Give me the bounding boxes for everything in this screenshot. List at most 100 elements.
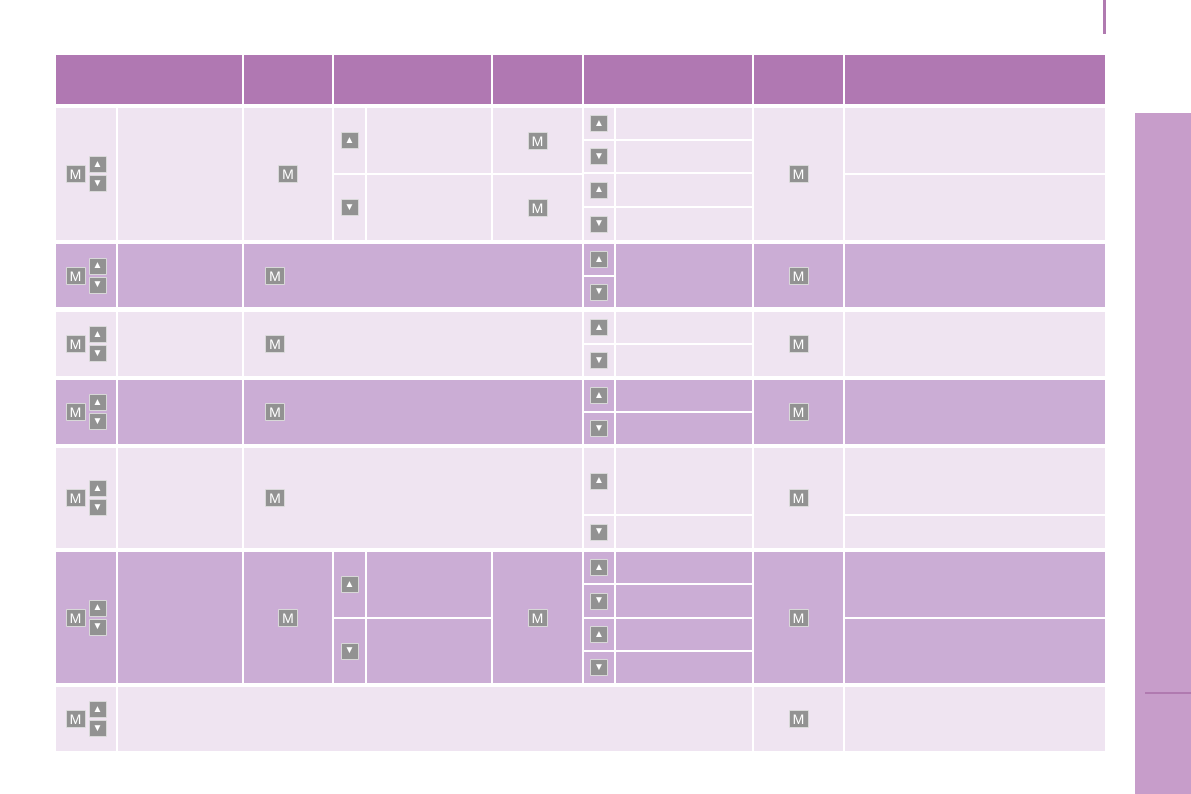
up-arrow-key-icon[interactable]: ▲ [590,472,608,490]
down-arrow-key-icon[interactable]: ▼ [340,199,359,216]
down-arrow-key-icon[interactable]: ▼ [590,659,608,676]
down-arrow-key-icon[interactable]: ▼ [340,642,359,660]
menu-key-icon[interactable]: M [65,489,86,507]
row-3-option-label-2 [616,345,752,376]
row-5-description-2 [845,516,1105,548]
up-arrow-key-icon[interactable]: ▲ [88,257,107,275]
down-arrow-key-icon[interactable]: ▼ [590,352,608,369]
row-1-confirm-cell: M [754,108,843,240]
down-arrow-key-icon[interactable]: ▼ [590,523,608,541]
up-arrow-key-icon[interactable]: ▲ [88,480,107,497]
menu-key-icon[interactable]: M [788,403,809,421]
down-arrow-key-icon[interactable]: ▼ [590,592,608,610]
menu-key-icon[interactable]: M [65,710,86,728]
row-6-description-2 [845,619,1105,683]
menu-key-icon[interactable]: M [65,165,86,183]
header-cell-6 [754,55,843,104]
row-1-sub-menu-cell-2: M [493,175,582,240]
menu-key-icon[interactable]: M [65,608,86,627]
down-arrow-key-icon[interactable]: ▼ [88,413,107,430]
menu-arrow-key-group: M ▲ ▼ [65,394,107,430]
up-arrow-key-icon[interactable]: ▲ [590,319,608,336]
up-arrow-key-icon[interactable]: ▲ [88,701,107,718]
chapter-side-tab-divider [1145,692,1191,694]
row-6-sub-up-key-cell: ▲ [334,552,365,617]
up-arrow-key-icon[interactable]: ▲ [590,115,608,132]
up-arrow-key-icon[interactable]: ▲ [88,394,107,411]
arrow-key-pair: ▲ ▼ [88,599,107,636]
menu-key-icon[interactable]: M [65,403,86,421]
down-arrow-key-icon[interactable]: ▼ [88,499,107,516]
down-arrow-key-icon[interactable]: ▼ [88,175,107,192]
menu-key-icon[interactable]: M [527,608,548,627]
menu-key-icon[interactable]: M [65,266,86,285]
row-4-label-cell [118,380,242,444]
down-arrow-key-icon[interactable]: ▼ [590,420,608,437]
up-arrow-key-icon[interactable]: ▲ [590,181,608,199]
row-4-option-label-2 [616,413,752,444]
up-arrow-key-icon[interactable]: ▲ [340,132,359,149]
row-3-description [845,312,1105,376]
menu-key-icon[interactable]: M [788,266,809,285]
up-arrow-key-icon[interactable]: ▲ [590,559,608,576]
menu-key-icon[interactable]: M [788,710,809,728]
row-6-option-key-cell: ▼ [584,652,614,683]
up-arrow-key-icon[interactable]: ▲ [340,576,359,593]
row-6-option-label-cell [616,585,752,617]
menu-key-icon[interactable]: M [788,335,809,353]
row-5-option-label-2 [616,516,752,548]
row-2-menu-cell: M [244,244,582,307]
row-5-option-key-down: ▼ [584,516,614,548]
row-6-sub-label-2 [367,619,491,683]
menu-key-icon[interactable]: M [527,198,548,217]
down-arrow-key-icon[interactable]: ▼ [590,148,608,165]
menu-key-icon[interactable]: M [265,489,285,507]
menu-key-icon[interactable]: M [788,608,809,627]
row-6-option-label-cell [616,619,752,650]
down-arrow-key-icon[interactable]: ▼ [88,345,107,362]
up-arrow-key-icon[interactable]: ▲ [590,387,608,404]
menu-navigation-table: M ▲ ▼ M ▲ ▼ M M ▲ ▼ ▲ ▼ M M ▲ ▼ M ▲ ▼ M M ▲ ▼ M ▲ ▼ M M ▲ ▼ M ▲ ▼ M M ▲ ▼ M ▲ ▼… [56,55,1107,753]
menu-key-icon[interactable]: M [788,489,809,507]
menu-key-icon[interactable]: M [265,403,285,421]
menu-key-icon[interactable]: M [788,165,809,183]
up-arrow-key-icon[interactable]: ▲ [590,251,608,268]
menu-key-icon[interactable]: M [278,165,298,183]
row-4-confirm-cell: M [754,380,843,444]
menu-key-icon[interactable]: M [278,608,298,627]
down-arrow-key-icon[interactable]: ▼ [88,276,107,294]
down-arrow-key-icon[interactable]: ▼ [88,618,107,636]
row-5-option-label-1 [616,448,752,514]
arrow-key-pair: ▲ ▼ [88,701,107,737]
chapter-side-tab [1135,113,1191,794]
row-6-sub-menu-cell: M [493,552,582,683]
row-1-option-key-cell: ▲ [584,174,614,206]
up-arrow-key-icon[interactable]: ▲ [88,326,107,343]
row-1-option-key-cell: ▼ [584,141,614,172]
down-arrow-key-icon[interactable]: ▼ [88,720,107,737]
row-3-option-key-up: ▲ [584,312,614,343]
menu-key-icon[interactable]: M [265,266,285,285]
row-1-sub-label-2 [367,175,491,240]
down-arrow-key-icon[interactable]: ▼ [590,283,608,301]
menu-key-icon[interactable]: M [527,131,548,150]
page-edge-marker [1103,0,1106,34]
row-1-sub-down-key-cell: ▼ [334,175,365,240]
row-5-confirm-cell: M [754,448,843,548]
up-arrow-key-icon[interactable]: ▲ [590,626,608,643]
header-cell-7 [845,55,1105,104]
menu-key-icon[interactable]: M [265,335,285,353]
up-arrow-key-icon[interactable]: ▲ [88,156,107,173]
header-cell-1 [56,55,242,104]
header-cell-2 [244,55,332,104]
row-6-option-key-cell: ▲ [584,619,614,650]
row-1-sub-menu-cell-1: M [493,108,582,173]
row-6-menu-cell: M [244,552,332,683]
row-6-confirm-cell: M [754,552,843,683]
row-1-key-cell: M ▲ ▼ [56,108,116,240]
arrow-key-pair: ▲ ▼ [88,156,107,192]
row-1-option-key-cell: ▼ [584,208,614,240]
down-arrow-key-icon[interactable]: ▼ [590,215,608,233]
up-arrow-key-icon[interactable]: ▲ [88,599,107,617]
menu-key-icon[interactable]: M [65,335,86,353]
